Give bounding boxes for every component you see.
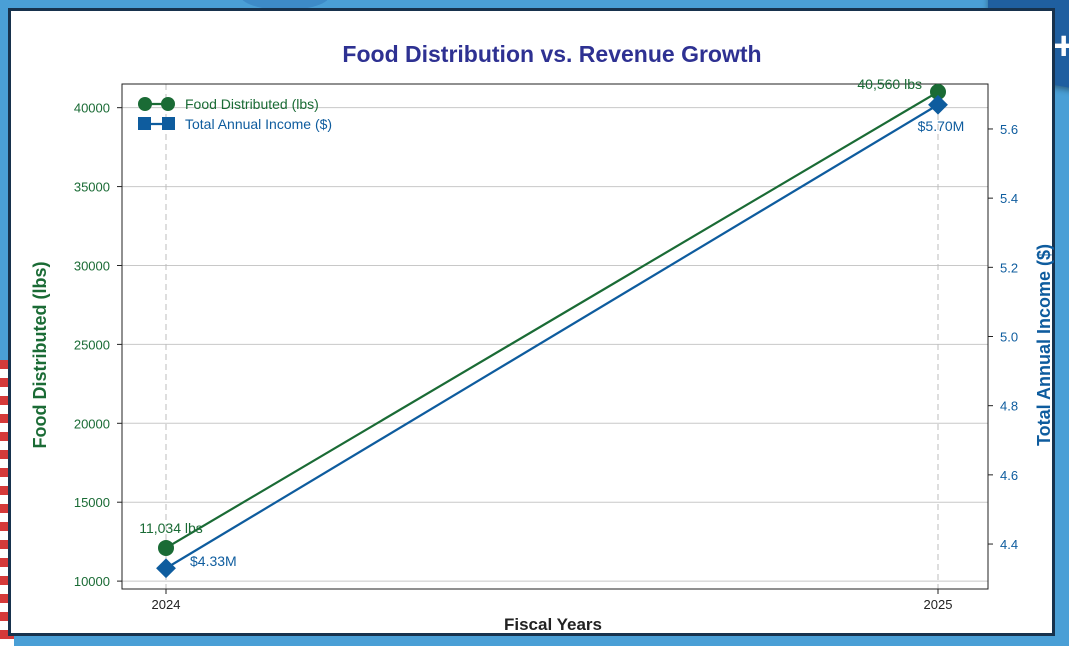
series-line-food-distributed bbox=[165, 90, 939, 549]
chart-panel bbox=[8, 8, 1055, 636]
right-tick-label: 4.6 bbox=[1000, 468, 1018, 483]
food-point-2025 bbox=[930, 83, 946, 100]
x-tick-label: 2024 bbox=[152, 597, 181, 612]
right-tick-label: 5.0 bbox=[1000, 330, 1018, 345]
right-tick-label: 5.2 bbox=[1000, 260, 1018, 275]
x-axis-label: Fiscal Years bbox=[504, 615, 602, 634]
right-axis-label: Total Annual Income ($) bbox=[1034, 244, 1054, 446]
legend-label-income: Total Annual Income ($) bbox=[185, 116, 332, 132]
legend-marker-income bbox=[162, 117, 175, 130]
x-tick-label: 2025 bbox=[924, 597, 953, 612]
right-axis-ticks: 4.4 4.6 4.8 5.0 5.2 5.4 5.6 bbox=[988, 122, 1018, 552]
left-tick-label: 35000 bbox=[74, 180, 110, 195]
left-tick-label: 15000 bbox=[74, 495, 110, 510]
right-tick-label: 5.6 bbox=[1000, 122, 1018, 137]
legend: Food Distributed (lbs) Total Annual Incom… bbox=[138, 96, 332, 132]
gridlines bbox=[122, 107, 988, 582]
legend-marker-food bbox=[161, 97, 175, 111]
right-tick-label: 5.4 bbox=[1000, 191, 1018, 206]
income-point-2025 bbox=[928, 94, 948, 115]
income-point-2024 bbox=[156, 558, 176, 579]
x-axis-ticks: 2024 2025 bbox=[152, 589, 953, 612]
food-data-label: 40,560 lbs bbox=[857, 76, 922, 92]
plus-icon: + bbox=[1052, 24, 1069, 68]
left-tick-label: 20000 bbox=[74, 416, 110, 431]
category-guides bbox=[165, 84, 939, 589]
left-tick-label: 40000 bbox=[74, 101, 110, 116]
series-layer: 11,034 lbs 40,560 lbs $4.33M $5.70M bbox=[139, 76, 965, 579]
income-data-label: $5.70M bbox=[918, 118, 965, 134]
background-blob bbox=[240, 0, 330, 10]
chart-title: Food Distribution vs. Revenue Growth bbox=[342, 41, 761, 67]
plot-area bbox=[121, 83, 989, 590]
right-tick-label: 4.8 bbox=[1000, 399, 1018, 414]
legend-marker-income bbox=[138, 117, 151, 130]
series-line-total-annual-income bbox=[165, 103, 939, 570]
left-tick-label: 25000 bbox=[74, 337, 110, 352]
left-tick-label: 10000 bbox=[74, 574, 110, 589]
left-axis-label: Food Distributed (lbs) bbox=[30, 262, 50, 449]
left-tick-label: 30000 bbox=[74, 258, 110, 273]
left-axis-ticks: 10000 15000 20000 25000 30000 35000 40000 bbox=[74, 101, 122, 589]
legend-marker-food bbox=[138, 97, 152, 111]
income-data-label: $4.33M bbox=[190, 553, 237, 569]
food-data-label: 11,034 lbs bbox=[139, 520, 203, 536]
legend-label-food: Food Distributed (lbs) bbox=[185, 96, 319, 112]
right-tick-label: 4.4 bbox=[1000, 537, 1018, 552]
food-point-2024 bbox=[158, 539, 174, 556]
